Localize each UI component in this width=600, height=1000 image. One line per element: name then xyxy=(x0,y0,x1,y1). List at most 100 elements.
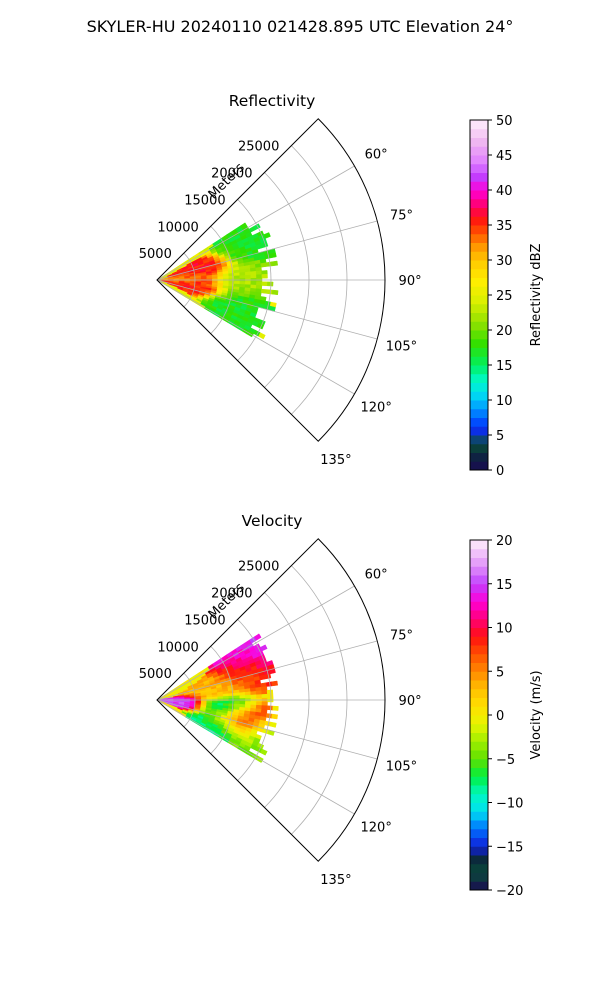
data-cell xyxy=(261,270,268,275)
colorbar-band xyxy=(470,750,488,760)
data-cell xyxy=(250,691,257,696)
colorbar-band xyxy=(470,618,488,628)
colorbar-band xyxy=(470,767,488,777)
data-cell xyxy=(256,281,263,286)
colorbar-band xyxy=(470,636,488,646)
data-cell xyxy=(261,701,268,707)
colorbar-tick-label: 35 xyxy=(496,219,513,234)
range-tick-label: 20000 xyxy=(211,167,252,182)
colorbar: −20 −15 −10 −5 0 5 10 15 20 Velocity (m/s) xyxy=(469,534,544,899)
azimuth-tick-label: 120° xyxy=(361,401,392,416)
colorbar-band xyxy=(470,365,488,375)
data-cell xyxy=(260,288,268,294)
data-cell xyxy=(260,748,268,756)
chart-panel-velocity: Velocity500010000150002000025000Meters60… xyxy=(139,512,544,899)
colorbar-tick-label: 45 xyxy=(496,149,513,164)
range-tick-label: 25000 xyxy=(238,140,279,155)
colorbar-band xyxy=(470,277,488,287)
azimuth-tick-label: 120° xyxy=(361,821,392,836)
azimuth-tick-label: 60° xyxy=(365,147,388,162)
data-cell xyxy=(269,252,277,259)
data-cell xyxy=(263,232,271,239)
colorbar-band xyxy=(470,872,488,882)
azimuth-tick-label: 105° xyxy=(386,760,417,775)
range-tick-label: 20000 xyxy=(211,587,252,602)
colorbar-tick-label: −20 xyxy=(496,884,523,899)
data-cell xyxy=(239,695,246,699)
data-cell xyxy=(265,713,273,719)
colorbar-band xyxy=(470,846,488,856)
panel-title: Velocity xyxy=(242,512,303,530)
colorbar-band xyxy=(470,207,488,217)
colorbar-band xyxy=(470,260,488,270)
data-cell xyxy=(245,281,252,286)
colorbar-band xyxy=(470,181,488,191)
colorbar-band xyxy=(470,155,488,165)
colorbar-tick-label: −15 xyxy=(496,840,523,855)
colorbar-tick-label: 40 xyxy=(496,184,513,199)
colorbar-band xyxy=(470,688,488,698)
range-tick-label: 15000 xyxy=(184,193,225,208)
data-cell xyxy=(267,693,274,699)
colorbar-tick-label: 5 xyxy=(496,429,504,444)
azimuth-tick-label: 90° xyxy=(399,274,422,289)
colorbar-tick-label: 15 xyxy=(496,578,513,593)
data-cell xyxy=(250,701,257,706)
colorbar-tick-label: 20 xyxy=(496,324,513,339)
colorbar-tick-label: −10 xyxy=(496,797,523,812)
colorbar-band xyxy=(470,382,488,392)
colorbar-band xyxy=(470,312,488,322)
data-cell xyxy=(222,695,230,700)
colorbar-band xyxy=(470,592,488,602)
data-cell xyxy=(239,692,246,696)
colorbar-band xyxy=(470,268,488,278)
data-cell xyxy=(267,281,274,287)
colorbar-band xyxy=(470,820,488,830)
colorbar-band xyxy=(470,321,488,331)
data-cell xyxy=(261,690,268,695)
colorbar-tick-label: 10 xyxy=(496,622,513,637)
data-cell xyxy=(234,695,241,699)
azimuth-spoke xyxy=(156,220,378,281)
colorbar-tick-label: 25 xyxy=(496,289,513,304)
colorbar-band xyxy=(470,303,488,313)
data-cell xyxy=(261,705,268,710)
colorbar-label: Velocity (m/s) xyxy=(529,670,544,759)
data-cell xyxy=(256,694,263,699)
sector-frame xyxy=(156,118,386,442)
data-cell xyxy=(261,693,268,699)
colorbar-band xyxy=(470,251,488,261)
colorbar-band xyxy=(470,330,488,340)
data-cell xyxy=(250,694,257,699)
azimuth-tick-label: 60° xyxy=(365,567,388,582)
colorbar-band xyxy=(470,163,488,173)
colorbar-band xyxy=(470,233,488,243)
colorbar-band xyxy=(470,837,488,847)
data-cell xyxy=(261,281,268,287)
colorbar-band xyxy=(470,557,488,567)
azimuth-tick-label: 75° xyxy=(390,208,413,223)
colorbar-band xyxy=(470,295,488,305)
data-cell xyxy=(260,686,268,692)
data-cell xyxy=(250,274,257,279)
colorbar-band xyxy=(470,802,488,812)
data-cell xyxy=(245,694,252,699)
data-cell xyxy=(253,633,262,641)
azimuth-spoke xyxy=(156,165,355,281)
range-tick-label: 25000 xyxy=(238,560,279,575)
data-cell xyxy=(266,689,274,695)
data-cell xyxy=(266,289,273,295)
range-tick-label: 10000 xyxy=(157,640,198,655)
colorbar-band xyxy=(470,146,488,156)
colorbar-band xyxy=(470,653,488,663)
colorbar-band xyxy=(470,881,488,891)
colorbar-band xyxy=(470,583,488,593)
figure-title: SKYLER-HU 20240110 021428.895 UTC Elevat… xyxy=(87,17,514,36)
data-cell xyxy=(245,274,252,279)
colorbar-band xyxy=(470,671,488,681)
data-field xyxy=(156,222,279,340)
colorbar-band xyxy=(470,811,488,821)
colorbar-band xyxy=(470,662,488,672)
colorbar-band xyxy=(470,172,488,182)
colorbar-band xyxy=(470,338,488,348)
